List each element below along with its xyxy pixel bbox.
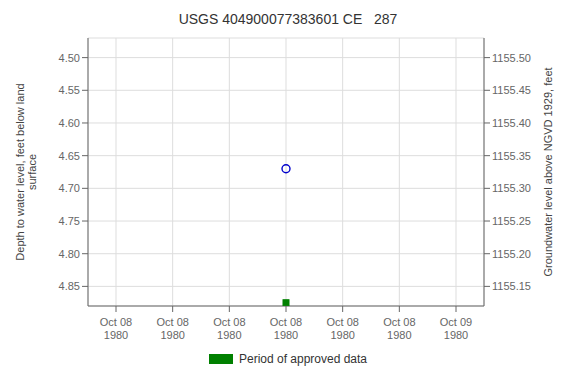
svg-text:Oct 081980: Oct 081980 <box>383 316 415 341</box>
svg-text:4.70: 4.70 <box>59 182 80 194</box>
svg-text:Oct 081980: Oct 081980 <box>156 316 188 341</box>
svg-text:1155.40: 1155.40 <box>492 117 531 129</box>
svg-text:4.80: 4.80 <box>59 248 80 260</box>
svg-text:1155.30: 1155.30 <box>492 182 531 194</box>
svg-text:4.50: 4.50 <box>59 52 80 64</box>
svg-text:1155.50: 1155.50 <box>492 52 531 64</box>
svg-text:1155.45: 1155.45 <box>492 84 531 96</box>
svg-text:4.65: 4.65 <box>59 150 80 162</box>
svg-text:4.55: 4.55 <box>59 84 80 96</box>
html-text:Period of approved data: Period of approved data <box>239 352 367 366</box>
svg-text:Oct 081980: Oct 081980 <box>100 316 132 341</box>
svg-text:1155.20: 1155.20 <box>492 248 531 260</box>
svg-text:1155.35: 1155.35 <box>492 150 531 162</box>
svg-text:Oct 081980: Oct 081980 <box>326 316 358 341</box>
svg-text:1155.25: 1155.25 <box>492 215 531 227</box>
svg-text:4.75: 4.75 <box>59 215 80 227</box>
svg-text:Oct 091980: Oct 091980 <box>440 316 472 341</box>
svg-text:Oct 081980: Oct 081980 <box>270 316 302 341</box>
svg-text:4.60: 4.60 <box>59 117 80 129</box>
svg-text:1155.15: 1155.15 <box>492 280 531 292</box>
svg-text:Depth to water level, feet bel: Depth to water level, feet below landsur… <box>14 83 38 260</box>
svg-text:4.85: 4.85 <box>59 280 80 292</box>
svg-text:Oct 081980: Oct 081980 <box>213 316 245 341</box>
html-text:USGS 404900077383601 CE 287: USGS 404900077383601 CE 287 <box>178 11 398 27</box>
svg-text:Groundwater level above NGVD 1: Groundwater level above NGVD 1929, feet <box>542 67 554 276</box>
